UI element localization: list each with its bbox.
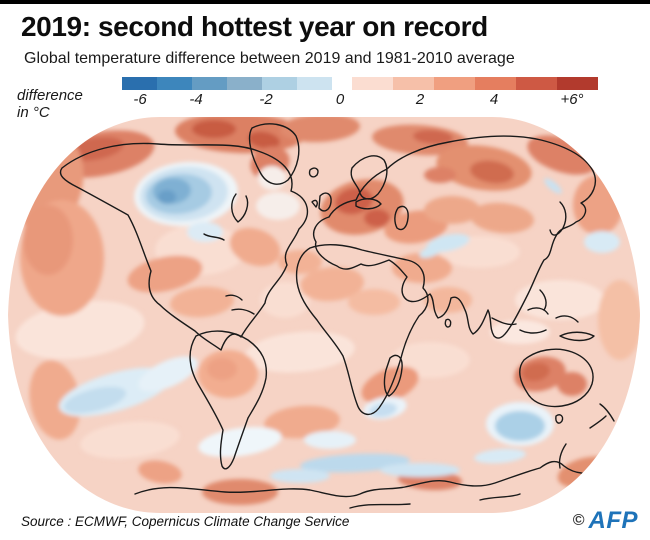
color-scale-tick: -6 bbox=[133, 91, 147, 108]
color-scale-tick: -2 bbox=[259, 91, 273, 108]
color-scale-tick: +6° bbox=[560, 91, 584, 108]
source-text: Source : ECMWF, Copernicus Climate Chang… bbox=[21, 514, 350, 529]
color-scale-cell bbox=[475, 77, 516, 90]
color-scale-tick: 4 bbox=[489, 91, 499, 108]
color-scale-cell bbox=[122, 77, 157, 90]
color-scale-tick: 0 bbox=[335, 91, 345, 108]
legend-label-line1: difference bbox=[17, 87, 83, 104]
color-scale-cell bbox=[192, 77, 227, 90]
afp-wordmark: AFP bbox=[588, 507, 638, 534]
color-scale-cell bbox=[434, 77, 475, 90]
color-scale-cell bbox=[352, 77, 393, 90]
color-scale-cell bbox=[262, 77, 297, 90]
color-scale-tick: -4 bbox=[189, 91, 203, 108]
legend-label-line2: in °C bbox=[17, 104, 50, 121]
color-scale-cell bbox=[393, 77, 434, 90]
color-scale-cell bbox=[297, 77, 332, 90]
page-subtitle: Global temperature difference between 20… bbox=[24, 50, 515, 67]
color-scale-cell bbox=[227, 77, 262, 90]
afp-logo: © AFP bbox=[573, 507, 638, 535]
color-scale-cell bbox=[557, 77, 598, 90]
page-title: 2019: second hottest year on record bbox=[21, 11, 488, 42]
color-scale-cell bbox=[516, 77, 557, 90]
color-scale-bar bbox=[122, 77, 598, 90]
color-scale-cell bbox=[157, 77, 192, 90]
color-scale-cell bbox=[332, 77, 352, 90]
color-scale-ticks: -6 -4 -2 0 2 4 +6° bbox=[0, 91, 650, 111]
top-accent-bar bbox=[0, 0, 650, 4]
color-scale-tick: 2 bbox=[415, 91, 425, 108]
legend-label: difference in °C bbox=[17, 87, 83, 121]
copyright-icon: © bbox=[572, 512, 585, 529]
